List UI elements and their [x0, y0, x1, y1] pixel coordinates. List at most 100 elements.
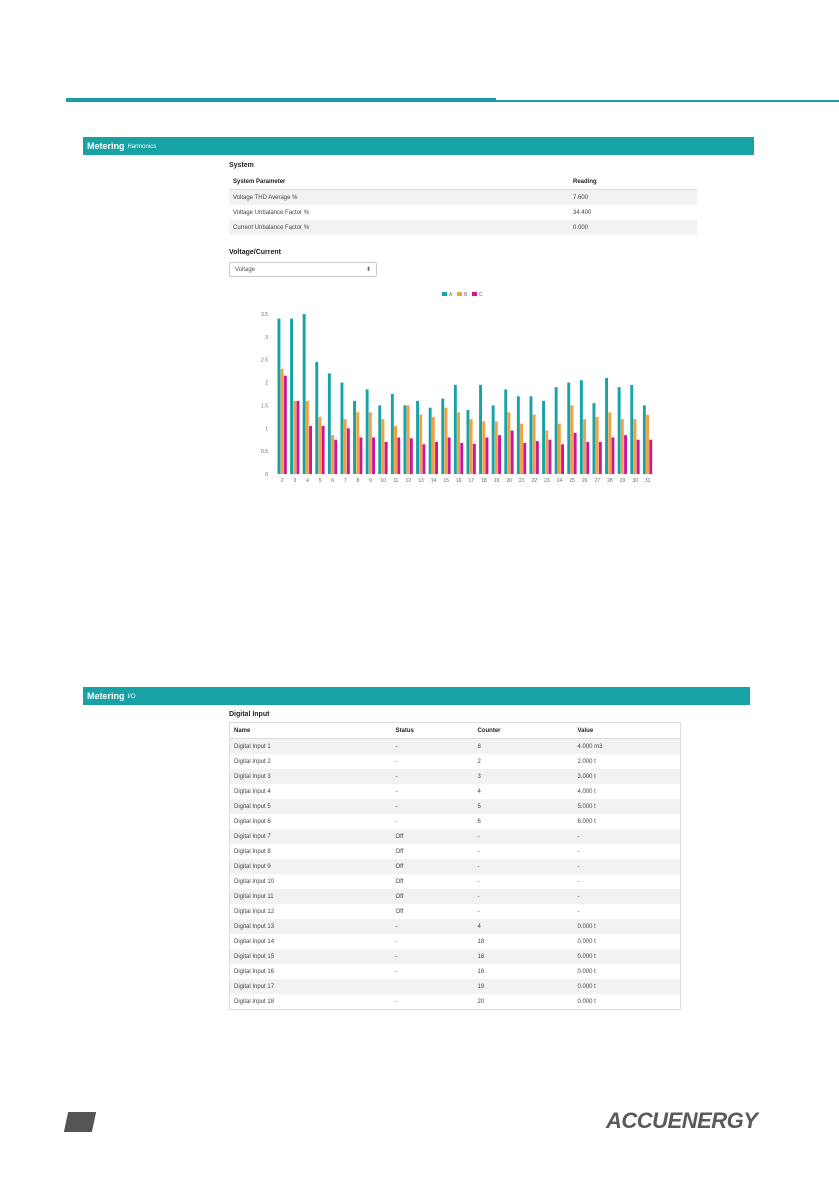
input-counter: 4 [473, 919, 574, 934]
bar-series-b [394, 426, 397, 474]
x-tick-label: 26 [582, 478, 588, 484]
legend-swatch [472, 292, 477, 296]
bar-series-a [466, 410, 470, 474]
bar-series-b [620, 419, 624, 474]
digital-input-table: Name Status Counter Value Digital Input … [229, 722, 681, 1010]
input-name: Digital Input 6 [229, 814, 392, 829]
y-tick-label: 0.5 [261, 449, 268, 455]
parameter-name: Voltage Unbalance Factor % [229, 205, 569, 220]
input-status: Off [391, 904, 474, 919]
input-value: 5.000 t [573, 799, 681, 814]
input-status [391, 979, 474, 994]
input-value: - [573, 859, 681, 874]
x-tick-label: 18 [481, 478, 487, 484]
bar-series-b [570, 405, 574, 474]
voltage-current-select[interactable]: Voltage ⬍ [229, 262, 377, 277]
input-counter: 16 [473, 949, 574, 964]
table-row: Digital Input 3-3 3.000 t [229, 769, 681, 784]
column-header: Name [229, 722, 392, 739]
bar-series-c [409, 438, 413, 474]
header-rule-thick [66, 98, 496, 102]
bar-series-a [592, 403, 596, 474]
input-name: Digital Input 16 [229, 964, 392, 979]
input-status: - [391, 769, 474, 784]
input-value: - [573, 889, 681, 904]
x-tick-label: 13 [418, 478, 424, 484]
voltage-current-label: Voltage/Current [229, 249, 281, 256]
x-tick-label: 27 [595, 478, 601, 484]
bar-series-a [567, 382, 571, 474]
legend-label: B [464, 292, 468, 298]
bar-series-b [557, 423, 561, 474]
input-name: Digital Input 18 [229, 994, 392, 1010]
column-header: Status [391, 722, 474, 739]
input-name: Digital Input 17 [229, 979, 392, 994]
x-tick-label: 15 [443, 478, 449, 484]
input-name: Digital Input 11 [229, 889, 392, 904]
input-status: - [391, 949, 474, 964]
x-tick-label: 11 [393, 478, 398, 484]
parameter-name: Current Unbalance Factor % [229, 220, 569, 235]
table-row: Digital Input 2-2 2.000 t [229, 754, 681, 769]
table-row: Digital Input 5-5 5.000 t [229, 799, 681, 814]
input-name: Digital Input 9 [229, 859, 392, 874]
bar-series-b [608, 412, 612, 474]
selected-value: Voltage [235, 266, 256, 273]
section-title: Metering [87, 141, 125, 151]
bar-series-c [359, 437, 363, 474]
y-tick-label: 2.5 [261, 358, 268, 364]
bar-series-a [390, 394, 394, 474]
table-row: Digital Input 7 Off - - [229, 829, 681, 844]
x-tick-label: 23 [544, 478, 550, 484]
legend-swatch [457, 292, 462, 296]
input-value: - [573, 829, 681, 844]
column-header: Value [573, 722, 681, 739]
bar-series-c [510, 430, 514, 474]
bar-series-a [315, 362, 319, 474]
bar-series-a [605, 378, 608, 474]
input-status: Off [391, 889, 474, 904]
bar-series-c [611, 437, 615, 474]
bar-series-b [494, 421, 498, 474]
header-rule-thin [496, 100, 839, 102]
input-counter: 16 [473, 964, 574, 979]
input-status: Off [391, 859, 474, 874]
bar-series-c [309, 426, 312, 474]
bar-series-a [504, 389, 508, 474]
input-value: 4.000 m3 [573, 738, 681, 754]
bar-series-c [548, 439, 552, 474]
input-value: - [573, 904, 681, 919]
table-row: Digital Input 1-8 4.000 m3 [229, 738, 681, 754]
bar-series-c [447, 437, 451, 474]
input-status: - [391, 919, 474, 934]
x-tick-label: 8 [357, 478, 360, 484]
bar-series-a [365, 389, 369, 474]
system-parameter-table: System Parameter Reading Voltage THD Ave… [229, 174, 697, 235]
bar-series-c [598, 442, 602, 474]
input-value: 0.000 t [573, 949, 681, 964]
input-name: Digital Input 7 [229, 829, 392, 844]
bar-series-c [372, 437, 375, 474]
input-name: Digital Input 4 [229, 784, 392, 799]
bar-series-b [595, 416, 599, 474]
input-value: 6.000 t [573, 814, 681, 829]
input-counter: 5 [473, 799, 574, 814]
bar-series-a [353, 400, 356, 474]
section-subtitle: I/O [127, 694, 136, 700]
x-tick-label: 25 [569, 478, 575, 484]
column-header: Counter [473, 722, 574, 739]
bar-series-b [280, 368, 284, 474]
bar-series-a [630, 384, 634, 474]
bar-series-b [444, 407, 448, 474]
table-row: Voltage Unbalance Factor % 34.400 [229, 205, 697, 220]
legend-label: C [479, 292, 483, 298]
bar-series-a [542, 400, 545, 474]
input-counter: 3 [473, 769, 574, 784]
input-status: Off [391, 829, 474, 844]
bar-series-c [624, 435, 627, 474]
x-tick-label: 29 [620, 478, 626, 484]
bar-series-b [406, 405, 410, 474]
bar-series-c [384, 442, 388, 474]
input-value: 0.000 t [573, 994, 681, 1010]
bar-series-b [368, 412, 372, 474]
